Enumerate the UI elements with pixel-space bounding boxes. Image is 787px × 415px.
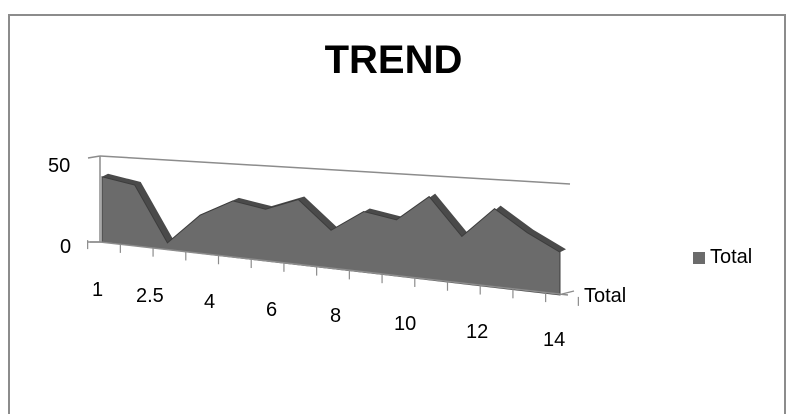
y-tick-label: 0	[60, 236, 71, 258]
depth-axis-label: Total	[584, 285, 626, 307]
x-tick-label: 2.5	[136, 285, 164, 307]
chart-title: TREND	[324, 38, 463, 82]
x-tick-label: 1	[92, 279, 103, 301]
x-tick-label: 14	[543, 329, 565, 351]
legend-swatch	[693, 251, 705, 264]
depth-tick	[561, 290, 575, 295]
y-tick-top	[87, 155, 101, 159]
depth-axis-left	[90, 156, 101, 243]
back-wall-top	[99, 155, 571, 185]
chart-frame	[8, 14, 786, 414]
x-tick-label: 4	[204, 291, 215, 313]
x-tick-label: 8	[330, 305, 341, 327]
x-tick-label: 6	[266, 299, 277, 321]
x-tick-label: 12	[466, 321, 488, 343]
y-tick-label: 50	[48, 155, 70, 177]
x-axis	[99, 241, 569, 296]
x-tick-label: 10	[394, 313, 416, 335]
legend: Total	[693, 246, 752, 269]
legend-label: Total	[710, 246, 753, 268]
series-area-total	[101, 176, 561, 296]
